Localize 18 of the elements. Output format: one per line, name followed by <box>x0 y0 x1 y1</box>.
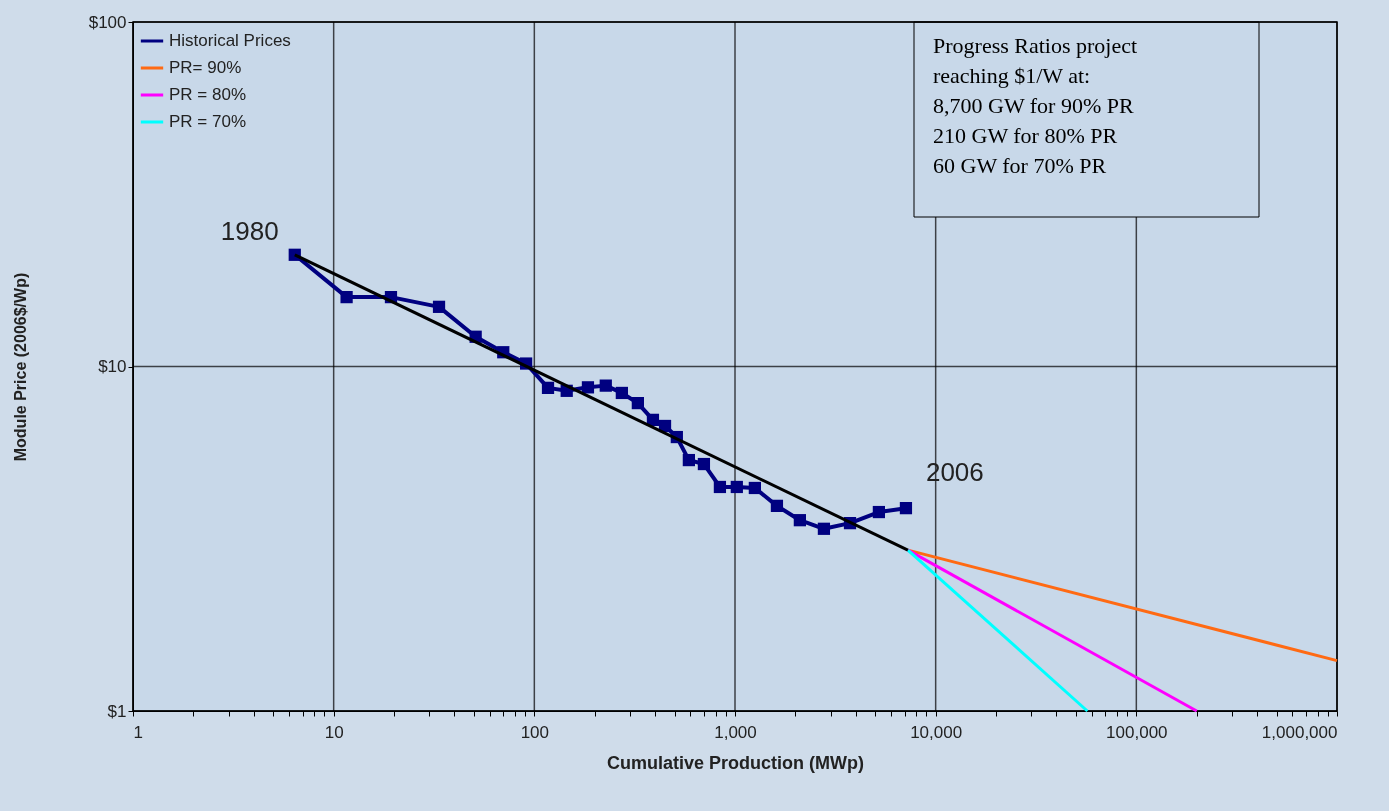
annotation: 1980 <box>220 215 279 246</box>
y-tick-label: $10 <box>98 357 127 376</box>
legend-label: PR= 90% <box>169 58 242 77</box>
legend-label: PR = 80% <box>169 85 247 104</box>
y-axis-title: Module Price (2006$/Wp) <box>11 272 29 462</box>
annotation: Progress Ratios project reaching $1/W at: 8,700 GW for 90% PR 210 GW for 80% PR 60 GW for 70% PR <box>933 33 1138 178</box>
legend-label: Historical Prices <box>169 31 291 50</box>
x-tick-label: 10,000 <box>910 722 963 742</box>
y-tick-label: $1 <box>107 701 127 721</box>
x-tick-label: 1 <box>133 722 143 742</box>
x-tick-label: 100,000 <box>1106 722 1168 742</box>
x-tick-label: 10 <box>324 722 344 742</box>
x-axis-title: Cumulative Production (MWp) <box>607 752 864 773</box>
x-tick-label: 100 <box>520 722 550 742</box>
y-tick-label: $100 <box>88 12 127 32</box>
x-tick-label: 1,000 <box>714 722 757 742</box>
x-tick-label: 1,000,000 <box>1261 722 1338 742</box>
legend-label: PR = 70% <box>169 112 247 131</box>
